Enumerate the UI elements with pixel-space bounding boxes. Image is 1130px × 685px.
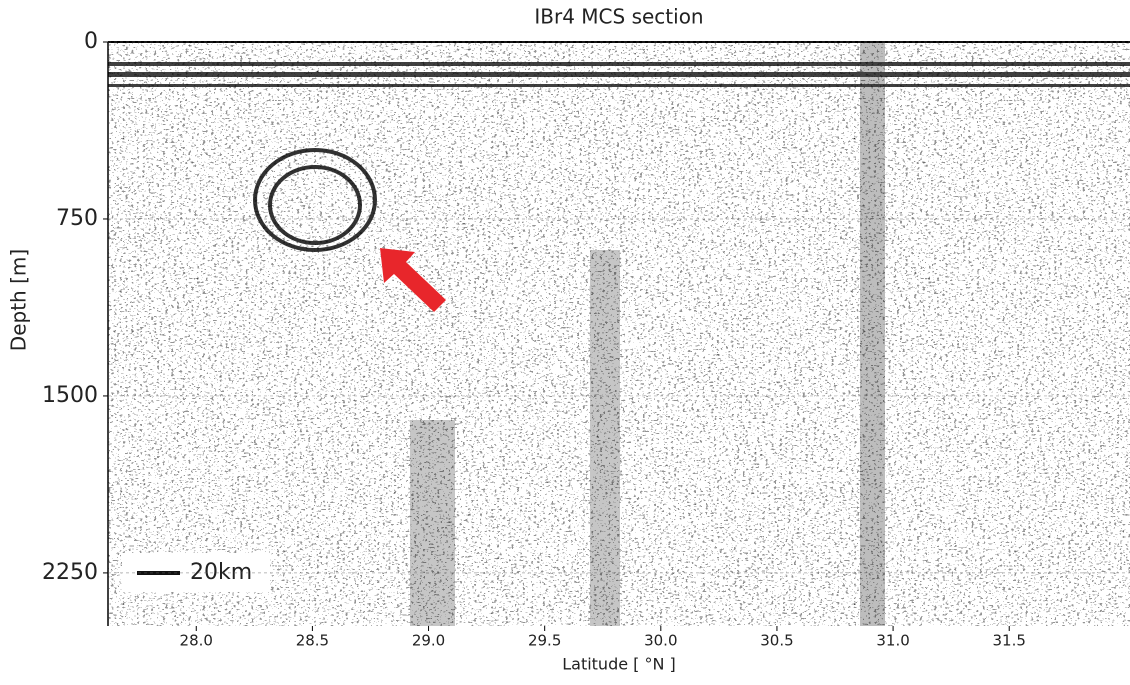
x-tick-label: 28.0 — [180, 632, 213, 650]
x-tick-label: 29.5 — [528, 632, 561, 650]
x-tick-label: 30.0 — [644, 632, 677, 650]
y-tick-label: 0 — [84, 29, 98, 54]
chart-title: IBr4 MCS section — [534, 5, 703, 29]
seismic-image — [108, 42, 1130, 626]
y-tick-label: 750 — [56, 206, 98, 231]
y-tick-label: 1500 — [42, 383, 98, 408]
arrow — [380, 248, 446, 312]
x-tick-label: 30.5 — [760, 632, 793, 650]
x-tick-label: 31.0 — [876, 632, 909, 650]
x-axis-label: Latitude [ °N ] — [562, 655, 676, 674]
y-tick-label: 2250 — [42, 560, 98, 585]
scale-bar-label: 20km — [190, 560, 252, 585]
x-tick-label: 28.5 — [296, 632, 329, 650]
x-tick-label: 29.0 — [412, 632, 445, 650]
x-tick-label: 31.5 — [993, 632, 1026, 650]
y-axis-label: Depth [m] — [7, 249, 31, 351]
